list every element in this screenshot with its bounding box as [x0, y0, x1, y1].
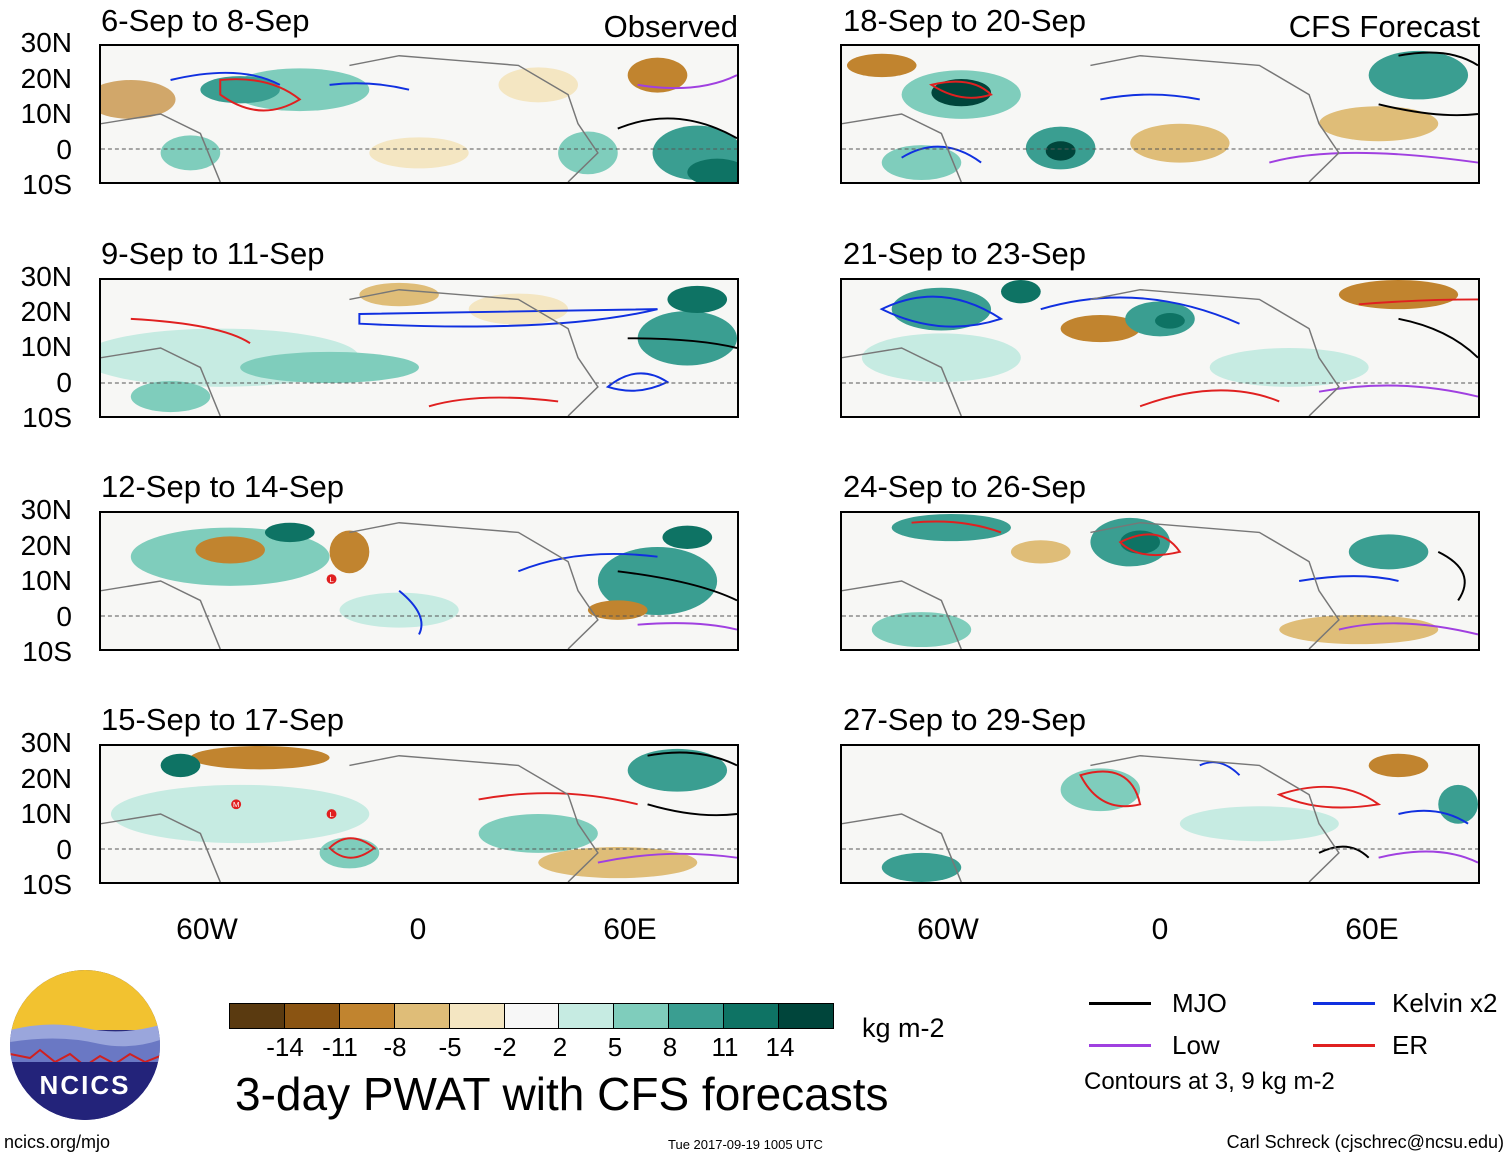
- lat-label: 0: [56, 834, 72, 865]
- colorbar-tick: -11: [322, 1032, 358, 1062]
- lat-label: 30N: [20, 261, 72, 292]
- footer-timestamp: Tue 2017-09-19 1005 UTC: [668, 1137, 823, 1152]
- storm-marker-l: [326, 809, 337, 819]
- colorbar-tick: -5: [438, 1032, 462, 1062]
- legend-line-er: [1313, 1044, 1375, 1047]
- map-panel: [840, 278, 1480, 418]
- lat-label: 20N: [20, 63, 72, 94]
- lat-label: 20N: [20, 530, 72, 561]
- panel-title: 18-Sep to 20-Sep: [843, 3, 1087, 38]
- panel-title: 6-Sep to 8-Sep: [101, 3, 310, 38]
- colorbar-swatch: [339, 1004, 395, 1028]
- logo-text: NCICS: [39, 1070, 131, 1100]
- panel-title: 24-Sep to 26-Sep: [843, 469, 1087, 504]
- map-svg: [842, 50, 1478, 182]
- colorbar-tick: -14: [266, 1032, 304, 1062]
- panel-title: 27-Sep to 29-Sep: [843, 702, 1087, 737]
- lat-label: 30N: [20, 494, 72, 525]
- lon-label: 60W: [917, 913, 979, 946]
- map-svg: [101, 282, 737, 416]
- map-panel: L: [99, 511, 739, 651]
- map-svg: [842, 753, 1478, 882]
- colorbar-swatch: [284, 1004, 340, 1028]
- storm-marker-m: [231, 799, 242, 810]
- colorbar-swatch: [669, 1004, 725, 1028]
- colorbar-tick: -2: [493, 1032, 517, 1062]
- legend-note: Contours at 3, 9 kg m-2: [1084, 1068, 1335, 1095]
- storm-marker-letter: M: [233, 800, 240, 809]
- lat-label: 30N: [20, 727, 72, 758]
- colorbar-tick: 5: [607, 1032, 623, 1062]
- colorbar-tick: 2: [552, 1032, 568, 1062]
- colorbar: [229, 1003, 834, 1029]
- colorbar-tick: 8: [662, 1032, 678, 1062]
- lat-label: 0: [56, 134, 72, 165]
- figure-title: 3-day PWAT with CFS forecasts: [235, 1068, 889, 1120]
- map-panel: [840, 44, 1480, 184]
- lat-label: 10N: [20, 331, 72, 362]
- storm-marker-l: [326, 574, 337, 584]
- legend-label-er: ER: [1392, 1030, 1429, 1060]
- colorbar-units: kg m-2: [862, 1013, 945, 1043]
- legend-line-low: [1089, 1044, 1151, 1047]
- colorbar-swatch: [559, 1004, 615, 1028]
- colorbar-tick: 14: [765, 1032, 795, 1062]
- map-svg: ML: [101, 746, 737, 882]
- lat-label: 0: [56, 367, 72, 398]
- map-panel: [99, 44, 739, 184]
- lon-label: 60E: [603, 913, 657, 946]
- lon-label: 60W: [176, 913, 238, 946]
- legend-label-mjo: MJO: [1172, 988, 1227, 1018]
- footer-url[interactable]: ncics.org/mjo: [4, 1132, 111, 1152]
- map-panel: [99, 278, 739, 418]
- lat-label: 30N: [20, 27, 72, 58]
- map-svg: [101, 54, 737, 182]
- colorbar-swatch: [779, 1004, 833, 1028]
- lat-label: 0: [56, 601, 72, 632]
- lat-label: 10N: [20, 798, 72, 829]
- legend-line-kelvin: [1313, 1002, 1375, 1005]
- map-panel: [840, 744, 1480, 884]
- lat-label: 20N: [20, 296, 72, 327]
- colorbar-swatch: [449, 1004, 505, 1028]
- map-panel: [840, 511, 1480, 651]
- panel-title: 15-Sep to 17-Sep: [101, 702, 345, 737]
- storm-marker-letter: L: [329, 575, 334, 584]
- lon-label: 0: [409, 913, 427, 946]
- map-svg: [842, 280, 1478, 416]
- colorbar-swatch: [504, 1004, 560, 1028]
- lat-label: 10N: [20, 565, 72, 596]
- colorbar-swatch: [614, 1004, 670, 1028]
- lat-label: 10S: [22, 402, 72, 433]
- panel-label-cfs: CFS Forecast: [1288, 9, 1480, 44]
- panel-title: 9-Sep to 11-Sep: [101, 236, 325, 271]
- lon-label: 0: [1151, 913, 1169, 946]
- legend-label-low: Low: [1172, 1030, 1220, 1060]
- lat-label: 10S: [22, 869, 72, 900]
- colorbar-swatch: [230, 1004, 285, 1028]
- lat-label: 10N: [20, 98, 72, 129]
- panel-label-observed: Observed: [603, 9, 738, 44]
- colorbar-swatch: [394, 1004, 450, 1028]
- footer-credit: Carl Schreck (cjschrec@ncsu.edu): [1226, 1132, 1504, 1152]
- lon-label: 60E: [1345, 913, 1399, 946]
- lat-label: 10S: [22, 636, 72, 667]
- lat-label: 10S: [22, 169, 72, 200]
- legend-label-kelvin: Kelvin x2: [1392, 988, 1498, 1018]
- ncics-logo: NCICS: [10, 970, 160, 1120]
- map-svg: [842, 513, 1478, 649]
- lat-label: 20N: [20, 763, 72, 794]
- colorbar-swatch: [724, 1004, 780, 1028]
- legend-line-mjo: [1089, 1002, 1151, 1005]
- colorbar-tick: -8: [383, 1032, 407, 1062]
- map-svg: L: [101, 521, 737, 649]
- colorbar-tick: 11: [711, 1032, 739, 1062]
- panel-title: 21-Sep to 23-Sep: [843, 236, 1087, 271]
- panel-title: 12-Sep to 14-Sep: [101, 469, 345, 504]
- storm-marker-letter: L: [329, 810, 334, 819]
